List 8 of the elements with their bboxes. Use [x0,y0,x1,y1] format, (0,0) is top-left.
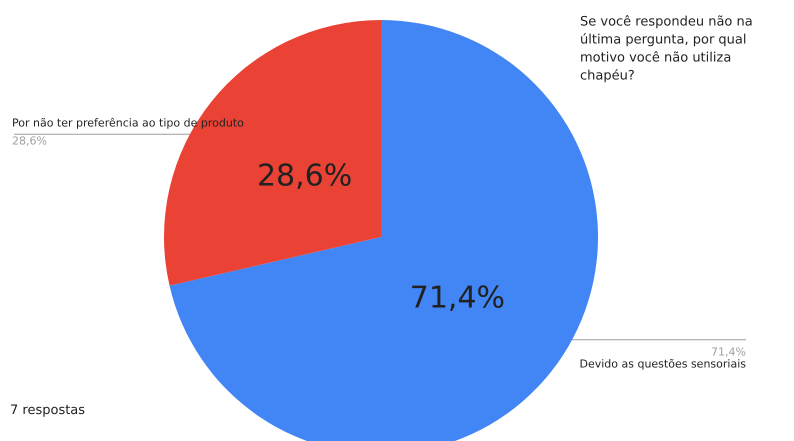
slice-label: Devido as questões sensoriais [579,358,746,371]
data-label: 28,6% [12,134,47,148]
text: 71,4% [410,280,506,316]
data-label: 71,4% [711,346,746,359]
text: 7 respostas [10,403,86,418]
text: Se você respondeu não na última pergunta, por qual motivo você não utiliza chapéu? [580,14,757,84]
slice-label: Por não ter preferência ao tipo de produto [12,116,244,130]
text: 28,6% [256,158,352,194]
